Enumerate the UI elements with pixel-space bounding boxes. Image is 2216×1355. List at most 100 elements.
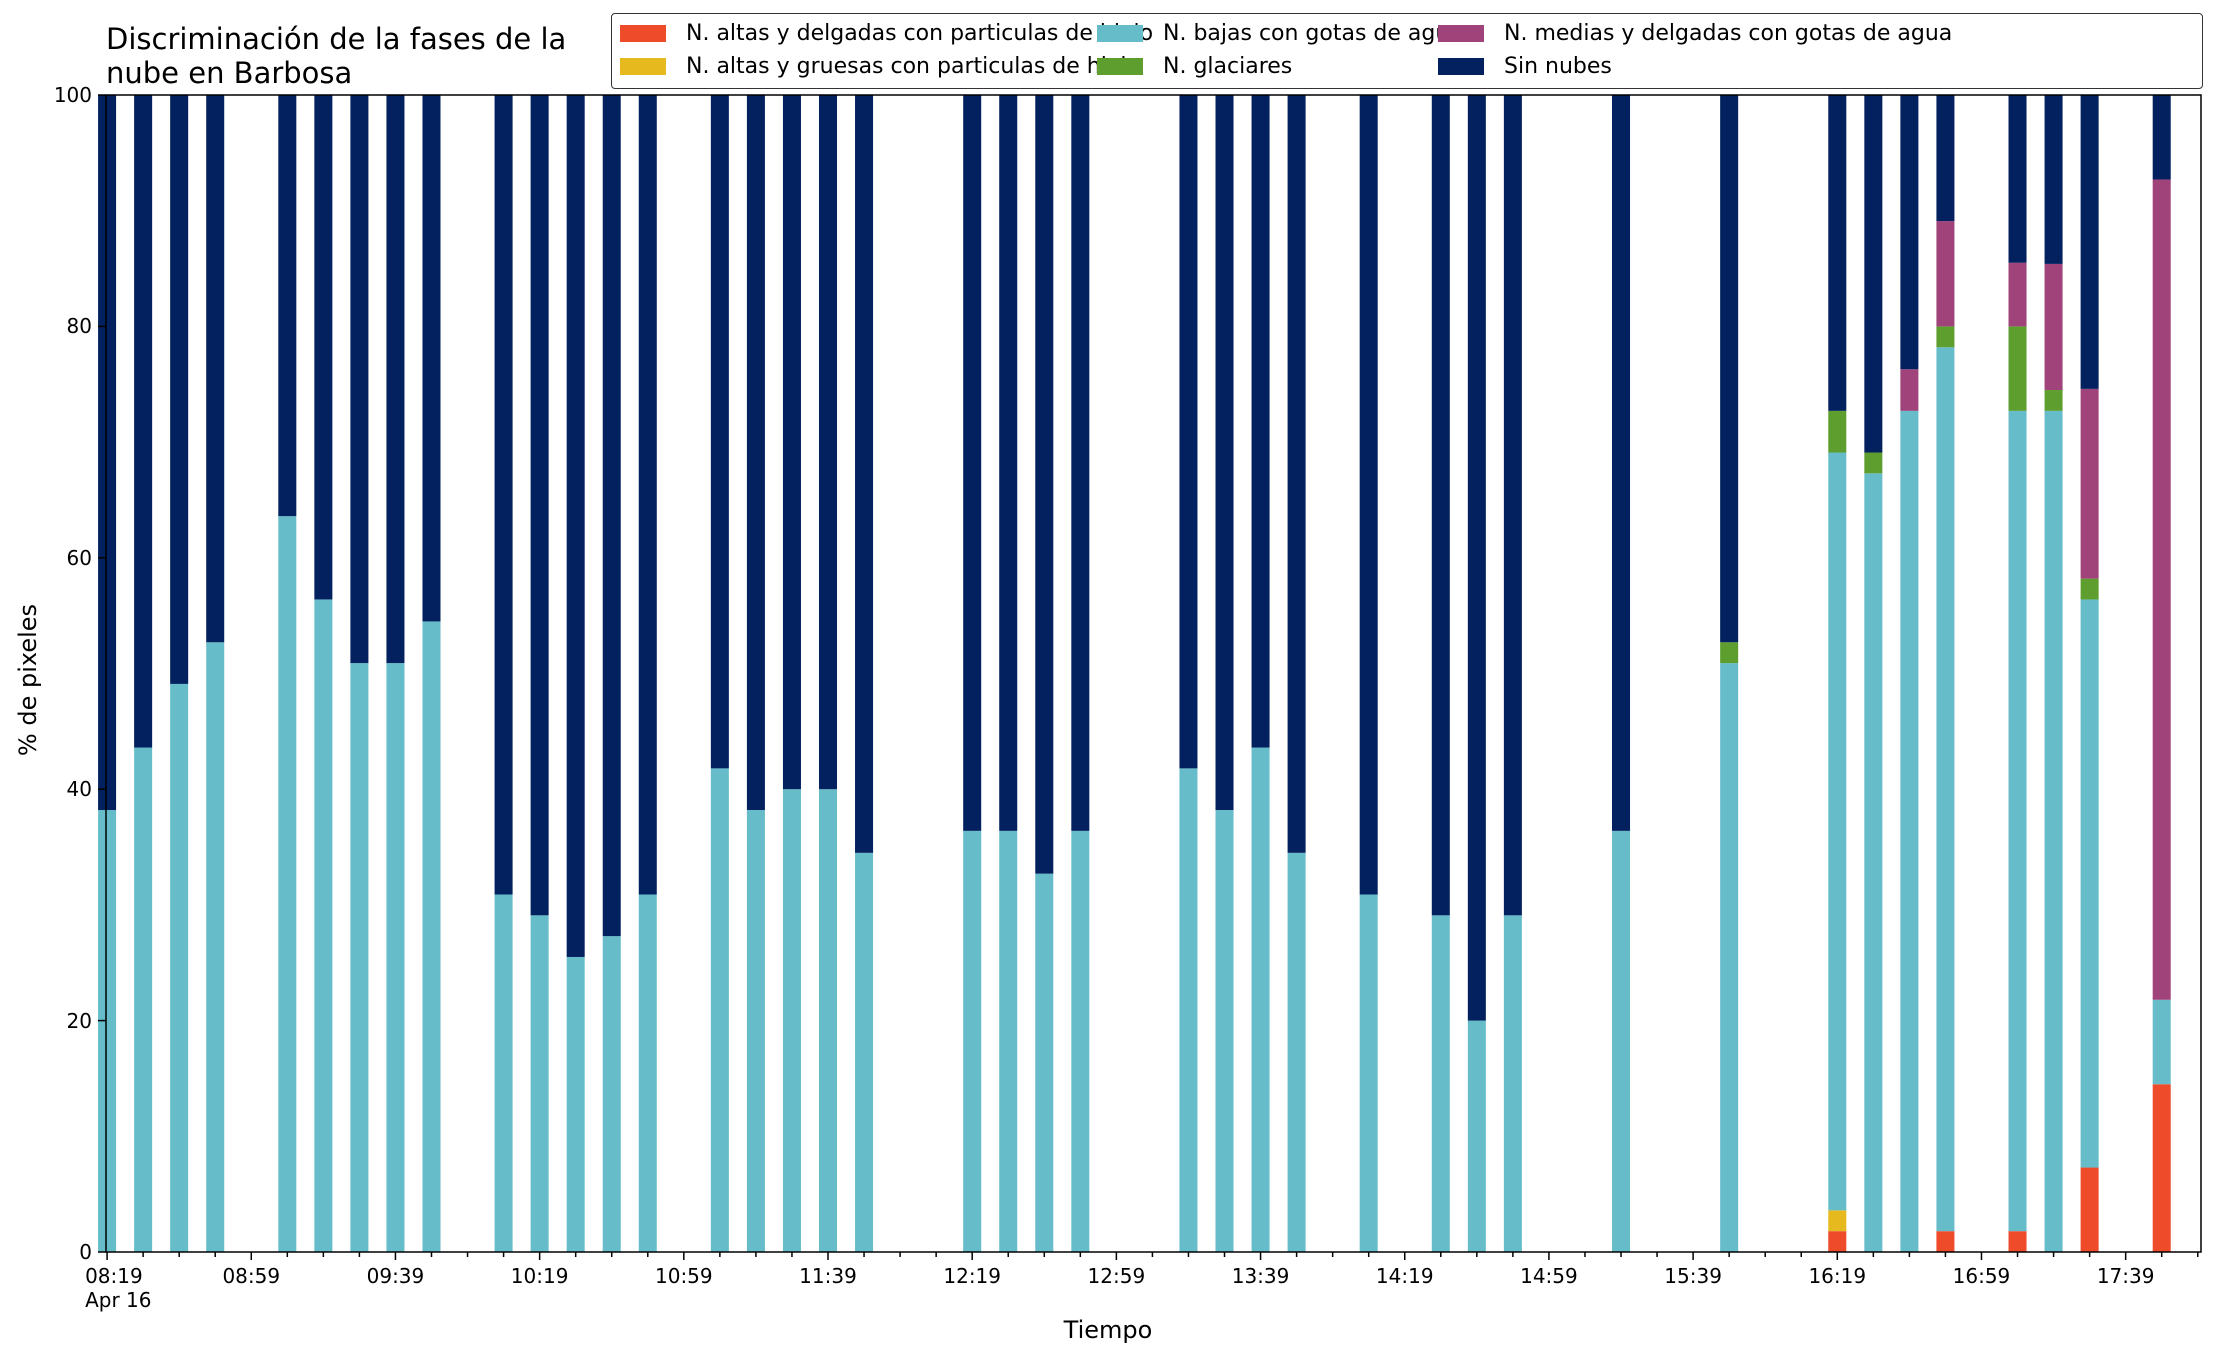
bar-segment: [1503, 95, 1522, 916]
bar-segment: [1215, 810, 1234, 1252]
legend-swatch: [1438, 57, 1484, 75]
bar-segment: [1179, 95, 1198, 769]
bar-segment: [2152, 999, 2171, 1085]
legend-item: N. altas y delgadas con particulas de hi…: [620, 18, 1153, 48]
x-tick-label: 08:59: [222, 1264, 281, 1288]
bar-segment: [98, 95, 117, 811]
legend-label: N. medias y delgadas con gotas de agua: [1504, 20, 1953, 46]
bar-segment: [2080, 388, 2099, 579]
bar-segment: [1071, 95, 1090, 831]
bar-segment: [1936, 221, 1955, 327]
bar-segment: [1900, 410, 1919, 1252]
bar-segment: [386, 95, 405, 664]
bar-segment: [782, 789, 801, 1252]
bar-segment: [530, 95, 549, 916]
bar-segment: [314, 599, 333, 1252]
bar-segment: [1359, 95, 1378, 895]
bar-segment: [2044, 95, 2063, 264]
bar-segment: [98, 810, 117, 1252]
bar-segment: [134, 95, 153, 748]
bar-segment: [2152, 1084, 2171, 1252]
x-tick-label: 09:39: [366, 1264, 425, 1288]
bar-segment: [566, 95, 585, 957]
bar-segment: [422, 621, 441, 1252]
bar-segment: [999, 95, 1018, 831]
bar-segment: [1936, 95, 1955, 222]
bar-segment: [1936, 347, 1955, 1232]
bar-segment: [746, 810, 765, 1252]
bar-segment: [530, 915, 549, 1252]
bar-segment: [710, 768, 729, 1252]
bar-segment: [1287, 852, 1306, 1252]
bar-segment: [1936, 1231, 1955, 1252]
x-tick-label: 14:59: [1520, 1264, 1578, 1288]
bar-segment: [350, 95, 369, 664]
bar-segment: [1215, 95, 1234, 811]
x-tick-label: 11:39: [799, 1264, 857, 1288]
y-tick-label: 80: [66, 314, 92, 339]
bar-segment: [602, 95, 621, 937]
bar-segment: [2008, 95, 2027, 263]
x-tick-label: 17:39: [2096, 1264, 2155, 1288]
bar-segment: [638, 894, 657, 1252]
bar-segment: [1864, 95, 1883, 453]
bar-segment: [1936, 326, 1955, 348]
bar-segment: [1864, 452, 1883, 474]
bar-segment: [999, 830, 1018, 1252]
bar-segment: [1828, 95, 1847, 411]
x-tick-label: 16:19: [1808, 1264, 1867, 1288]
bar-segment: [278, 95, 297, 517]
bar-segment: [2008, 326, 2027, 411]
bar-segment: [638, 95, 657, 895]
bar-segment: [2152, 179, 2171, 1000]
bar-segment: [782, 95, 801, 790]
legend-swatch: [620, 24, 666, 42]
ticks-layer: [98, 94, 2199, 1260]
bar-segment: [2080, 599, 2099, 1168]
bar-segment: [1900, 95, 1919, 370]
legend-item: N. bajas con gotas de agua: [1097, 18, 1463, 48]
bar-segment: [1251, 747, 1270, 1252]
bar-segment: [1179, 768, 1198, 1252]
bar-segment: [1035, 873, 1054, 1252]
legend-label: Sin nubes: [1504, 53, 1612, 79]
x-tick-label: 10:19: [510, 1264, 569, 1288]
bar-segment: [963, 830, 982, 1252]
bar-segment: [818, 95, 838, 790]
y-tick-label: 100: [53, 83, 92, 107]
bar-segment: [963, 95, 982, 831]
bar-segment: [2044, 263, 2063, 391]
bar-segment: [206, 642, 225, 1252]
bar-segment: [1828, 1231, 1847, 1252]
bar-segment: [2080, 95, 2099, 389]
bar-segment: [134, 747, 153, 1252]
bar-segment: [746, 95, 765, 811]
bar-segment: [1864, 473, 1883, 1253]
bar-segment: [494, 894, 513, 1252]
bar-segment: [386, 663, 405, 1252]
bar-segment: [422, 95, 441, 622]
bar-segment: [1720, 663, 1739, 1252]
bar-segment: [1828, 1210, 1847, 1232]
x-tick-label: 12:19: [943, 1264, 1002, 1288]
chart-title: Discriminación de la fases de la nube en…: [106, 22, 567, 90]
bar-segment: [1467, 95, 1486, 1021]
y-tick-label: 0: [79, 1240, 92, 1264]
bar-segment: [1503, 915, 1522, 1252]
x-axis-label: Tiempo: [1063, 1316, 1153, 1344]
y-tick-label: 20: [66, 1008, 92, 1033]
bar-segment: [278, 516, 297, 1252]
legend-label: N. altas y delgadas con particulas de hi…: [686, 20, 1154, 46]
x-tick-label: 08:19 Apr 16: [85, 1264, 152, 1312]
y-axis-label: % de pixeles: [14, 603, 42, 757]
bar-segment: [2044, 390, 2063, 411]
x-tick-label: 15:39: [1664, 1264, 1722, 1288]
legend: N. altas y delgadas con particulas de hi…: [611, 13, 2203, 89]
bar-segment: [855, 852, 874, 1252]
legend-item: N. glaciares: [1097, 51, 1292, 81]
bars-layer: [98, 95, 2171, 1253]
plot-frame: [105, 94, 2202, 1253]
bar-segment: [494, 95, 513, 895]
bar-segment: [1071, 830, 1090, 1252]
